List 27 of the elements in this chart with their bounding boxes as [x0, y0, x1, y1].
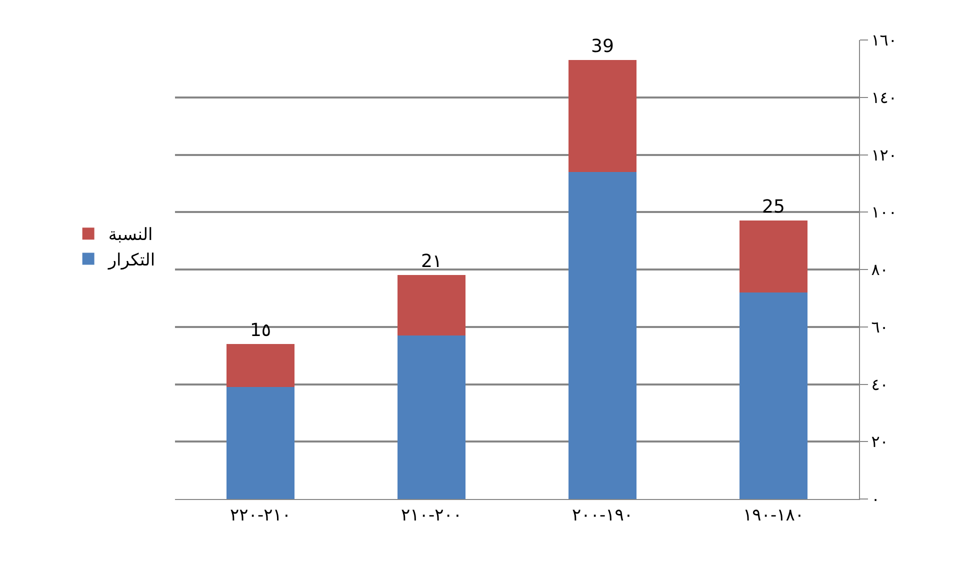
bar [226, 344, 295, 388]
y-tick-label: ٦٠ [871, 317, 888, 336]
data-label: 2١ [420, 251, 442, 272]
bar [397, 275, 466, 336]
legend-label: النسبة [108, 225, 153, 246]
x-tick-label: ٢١٠-٢٢٠ [230, 505, 291, 526]
data-label: 39 [591, 36, 614, 58]
bar [397, 335, 466, 499]
y-tick-label: ١٢٠ [871, 145, 897, 164]
x-tick-label: ١٩٠-٢٠٠ [572, 505, 633, 526]
bar [739, 220, 808, 292]
y-tick-label: ٢٠ [871, 432, 888, 452]
x-tick-label: ١٨٠-١٩٠ [743, 505, 804, 526]
bar [568, 60, 637, 172]
y-tick-label: ٠ [871, 490, 880, 509]
legend-label: التكرار [107, 250, 156, 270]
bar [568, 172, 637, 499]
data-label: 25 [762, 196, 785, 218]
y-tick-label: ٤٠ [871, 374, 888, 394]
data-label: 1٥ [250, 320, 272, 342]
y-tick-label: ١٤٠ [871, 88, 897, 107]
bar [226, 387, 295, 499]
x-tick-label: ٢٠٠-٢١٠ [401, 505, 462, 526]
bar [739, 292, 808, 499]
y-tick-label: ١٠٠ [871, 202, 897, 222]
y-tick-label: ١٦٠ [871, 30, 897, 50]
y-tick-label: ٨٠ [871, 260, 888, 280]
